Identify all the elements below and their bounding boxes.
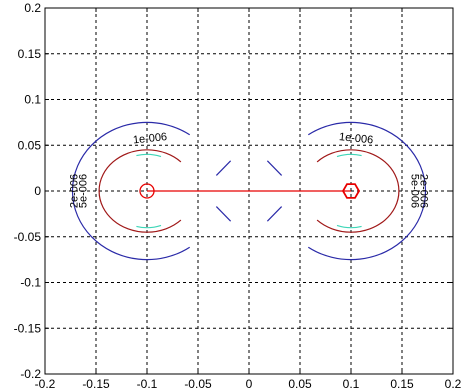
contour-label: 2e-006 — [68, 174, 80, 208]
contour-label: 2e-006 — [418, 174, 430, 208]
contour-middle — [336, 224, 362, 229]
source-marker-circle — [139, 183, 155, 199]
source-markers — [139, 183, 361, 199]
contour-inner — [316, 149, 400, 233]
x-tick-label: 0.2 — [445, 377, 462, 391]
y-tick-label: 0 — [34, 184, 41, 198]
contour-inner — [98, 149, 182, 233]
x-tick-label: 0.15 — [390, 377, 414, 391]
contour-middle — [136, 153, 162, 158]
y-tick-label: -0.15 — [14, 321, 42, 335]
contour-outer-segment — [266, 206, 283, 222]
x-tick-label: 0 — [246, 377, 253, 391]
contour-label: 5e-006 — [408, 174, 420, 208]
y-tick-label: 0.2 — [24, 1, 41, 15]
y-tick-label: 0.1 — [24, 93, 41, 107]
contour-outer-segment — [215, 206, 232, 222]
contour-label: 5e-006 — [78, 174, 90, 208]
y-tick-label: 0.05 — [18, 138, 42, 152]
x-tick-label: -0.2 — [35, 377, 56, 391]
contour-outer — [307, 121, 427, 261]
y-tick-label: -0.2 — [20, 367, 41, 381]
y-tick-label: 0.15 — [18, 47, 42, 61]
contour-outer-segment — [215, 160, 232, 176]
contour-middle — [336, 153, 362, 158]
y-tick-label: -0.05 — [14, 230, 42, 244]
contour-outer-segment — [266, 160, 283, 176]
source-marker-hexagon — [341, 183, 361, 199]
y-ticks: 0.2 0.15 0.1 0.05 0 -0.05 -0.1 -0.15 -0.2 — [14, 1, 453, 381]
x-tick-label: 0.1 — [343, 377, 360, 391]
contour-middle — [136, 224, 162, 229]
contour-outer — [71, 121, 191, 261]
x-tick-label: -0.1 — [137, 377, 158, 391]
x-tick-label: -0.15 — [82, 377, 110, 391]
x-tick-label: -0.05 — [184, 377, 212, 391]
y-tick-label: -0.1 — [20, 276, 41, 290]
x-tick-label: 0.05 — [288, 377, 312, 391]
contour-label: 1e-006 — [338, 131, 373, 147]
x-ticks: -0.2 -0.15 -0.1 -0.05 0 0.05 0.1 0.15 0.2 — [35, 8, 462, 391]
contour-label: 1e-006 — [132, 131, 167, 147]
contour-lines — [71, 121, 427, 261]
